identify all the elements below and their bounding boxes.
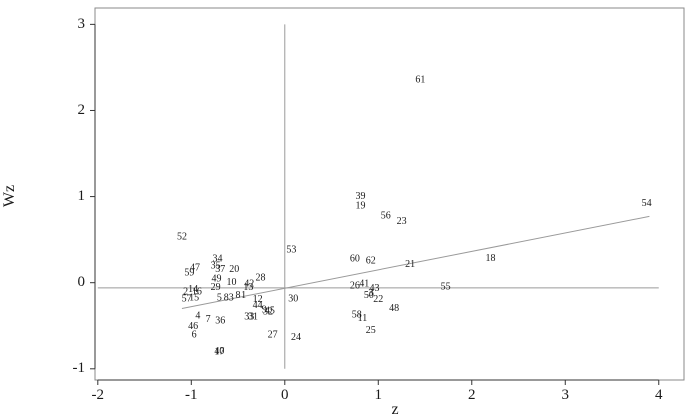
point-label: 6	[192, 330, 197, 341]
point-label: 30	[288, 293, 298, 304]
x-tick-label: 4	[655, 387, 663, 403]
point-label: 60	[350, 254, 360, 265]
point-label: 28	[255, 273, 265, 284]
point-label: 52	[177, 231, 187, 242]
y-tick-label: -1	[73, 360, 86, 376]
plot-frame	[95, 8, 684, 380]
point-label: 22	[373, 294, 383, 305]
point-label: 53	[286, 244, 296, 255]
x-tick-label: 2	[468, 387, 476, 403]
y-tick-label: 0	[78, 274, 86, 290]
point-label: 56	[381, 211, 391, 222]
x-tick-label: 3	[562, 387, 570, 403]
point-label: 7	[206, 314, 211, 325]
point-label: 32	[263, 306, 273, 317]
point-label: 21	[405, 259, 415, 270]
y-axis: -1 0 1 2 3	[73, 16, 96, 376]
point-label: 11	[358, 313, 368, 324]
point-label: 23	[397, 216, 407, 227]
point-label: 31	[248, 311, 258, 322]
point-label: 18	[485, 253, 495, 264]
point-label: 10	[226, 277, 236, 288]
x-tick-label: 0	[281, 387, 289, 403]
y-tick-label: 2	[78, 102, 86, 118]
point-label: 15	[189, 292, 199, 303]
point-label: 48	[389, 303, 399, 314]
x-tick-label: 1	[375, 387, 383, 403]
y-axis-title: Wz	[1, 185, 18, 207]
point-label: 83	[224, 292, 234, 303]
x-tick-label: -1	[185, 387, 198, 403]
point-label: 62	[366, 255, 376, 266]
point-label: 61	[415, 75, 425, 86]
point-label: 1	[241, 290, 246, 301]
point-label: 27	[268, 330, 278, 341]
x-tick-label: -2	[92, 387, 105, 403]
point-label: 24	[291, 332, 301, 343]
x-axis: -2 -1 0 1 2 3 4	[92, 380, 663, 403]
reference-lines	[98, 24, 659, 368]
point-label: 20	[229, 264, 239, 275]
point-label: 54	[642, 198, 652, 209]
point-label: 36	[215, 316, 225, 327]
point-label: 5	[217, 292, 222, 303]
y-tick-label: 1	[78, 188, 86, 204]
point-label: 59	[184, 268, 194, 279]
point-label: 8	[236, 290, 241, 301]
point-label: 17	[214, 347, 224, 358]
point-label: 55	[441, 281, 451, 292]
point-label: 25	[366, 325, 376, 336]
x-axis-title: z	[391, 401, 398, 418]
point-label: 19	[356, 200, 366, 211]
y-tick-label: 3	[78, 16, 86, 32]
